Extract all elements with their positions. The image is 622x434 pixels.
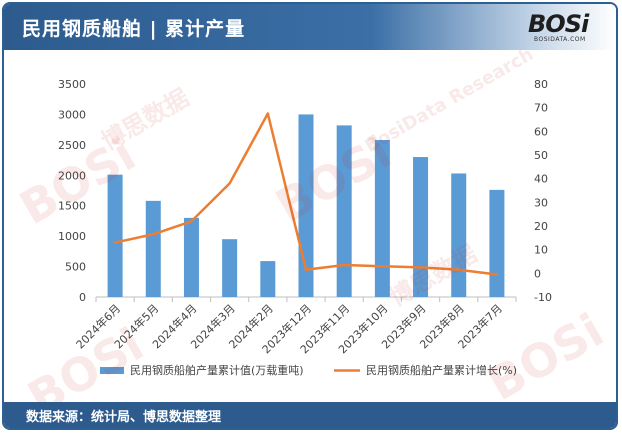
legend-swatch-bar [100, 367, 124, 374]
bar [413, 157, 429, 297]
line-point [228, 182, 231, 185]
line-point [381, 265, 384, 268]
y-right-tick-label: 30 [534, 196, 548, 209]
header-bar: 民用钢质船舶 | 累计产量 BOSi BOSIDATA.COM [4, 4, 616, 50]
bar [336, 125, 352, 297]
data-source: 数据来源：统计局、博思数据整理 [26, 410, 222, 425]
y-right-tick-label: 60 [534, 125, 548, 138]
footer-bar: 数据来源：统计局、博思数据整理 [4, 402, 616, 428]
y-left-tick-label: 500 [65, 261, 86, 274]
line-point [495, 273, 499, 276]
y-right-tick-label: 10 [534, 244, 548, 257]
y-left-tick-label: 3500 [58, 78, 86, 91]
y-right-tick-label: 40 [534, 173, 548, 186]
y-left-tick-label: 0 [79, 291, 86, 304]
y-right-tick-label: 50 [534, 149, 548, 162]
y-left-tick-label: 2500 [58, 139, 86, 152]
logo-subtext: BOSIDATA.COM [534, 36, 586, 43]
line-point [419, 266, 422, 269]
y-left-tick-label: 2000 [58, 169, 86, 182]
y-left-tick-label: 1000 [58, 230, 86, 243]
y-left-tick-label: 3000 [58, 108, 86, 121]
line-point [457, 268, 460, 271]
bar [145, 200, 161, 297]
line-point [266, 112, 270, 115]
legend-label-bar: 民用钢质船舶产量累计值(万载重吨) [130, 363, 304, 377]
y-left-tick-label: 1500 [58, 200, 86, 213]
bar [489, 189, 505, 297]
y-right-tick-label: 20 [534, 220, 548, 233]
chart-area: 0 500 1000 1500 2000 2500 3000 3500 -10 0 10 20 30 40… [4, 50, 616, 406]
combo-chart: 0 500 1000 1500 2000 2500 3000 3500 -10 0 10 20 30 40… [58, 78, 552, 377]
legend-label-line: 民用钢质船舶产量累计增长(%) [366, 363, 517, 377]
bar [222, 239, 238, 297]
bar [183, 217, 199, 297]
line-point [113, 241, 117, 244]
line-point [190, 220, 193, 223]
y-right-tick-label: 70 [534, 102, 548, 115]
brand-logo: BOSi BOSIDATA.COM [528, 10, 602, 44]
line-point [304, 268, 308, 271]
line-point [152, 233, 155, 236]
bar [374, 139, 390, 297]
y-right-tick-label: 80 [534, 78, 548, 91]
chart-frame: 民用钢质船舶 | 累计产量 BOSi BOSIDATA.COM 0 500 1000… [2, 2, 618, 430]
logo-text: BOSi [528, 10, 589, 38]
y-right-tick-label: -10 [534, 291, 552, 304]
bar [107, 174, 123, 297]
page-title: 民用钢质船舶 | 累计产量 [22, 18, 246, 40]
line-point [342, 263, 346, 267]
y-right-tick-label: 0 [534, 267, 541, 280]
bar [451, 173, 467, 297]
bar [260, 261, 276, 297]
